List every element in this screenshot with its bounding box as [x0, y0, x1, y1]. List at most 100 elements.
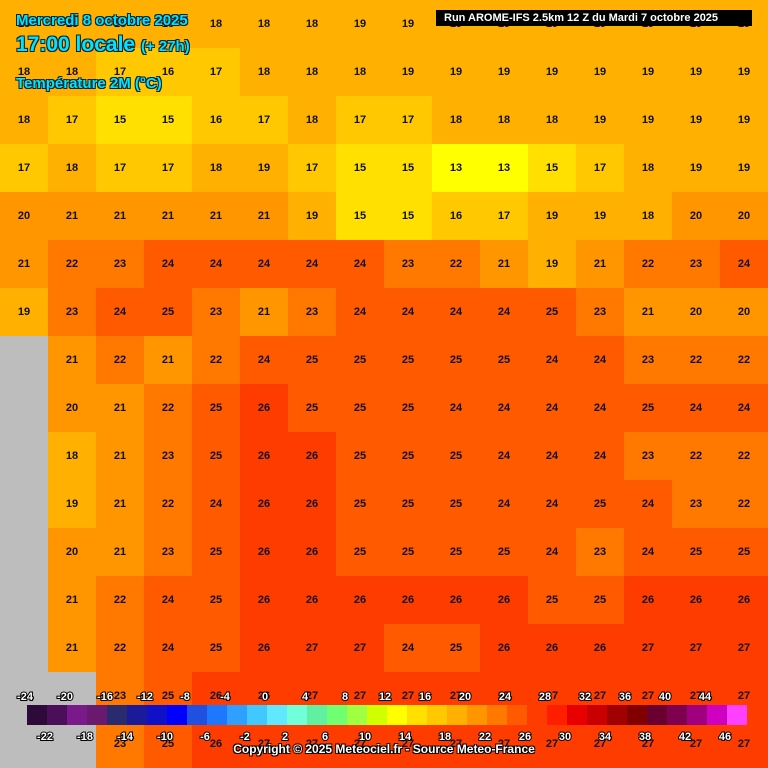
temperature-cell: [288, 624, 336, 672]
temperature-cell: [528, 624, 576, 672]
temperature-label: 24: [258, 258, 271, 270]
temperature-label: 27: [450, 690, 462, 702]
temperature-cell: [288, 480, 336, 528]
temperature-label: 22: [642, 258, 654, 270]
colorbar-label: -10: [157, 731, 173, 743]
temperature-label: 26: [498, 642, 510, 654]
date: Mercredi 8 octobre 2025: [16, 12, 188, 29]
colorbar-swatch: [187, 705, 207, 725]
temperature-label: 23: [114, 690, 126, 702]
temperature-label: 23: [402, 258, 414, 270]
temperature-cell: [144, 144, 192, 192]
colorbar-swatch: [427, 705, 447, 725]
temperature-label: 24: [498, 402, 511, 414]
temperature-label: 23: [66, 306, 78, 318]
colorbar-label: 36: [619, 691, 631, 703]
temperature-label: 24: [162, 594, 175, 606]
temperature-cell: [240, 720, 288, 768]
temperature-label: 24: [738, 258, 751, 270]
temperature-label: 26: [210, 690, 222, 702]
temperature-cell: [48, 0, 96, 48]
temperature-cell: [192, 240, 240, 288]
temperature-label: 24: [354, 306, 367, 318]
temperature-cell: [480, 336, 528, 384]
temperature-label: 19: [546, 210, 558, 222]
temperature-cell: [480, 240, 528, 288]
temperature-label: 21: [114, 450, 126, 462]
temperature-cell: [384, 528, 432, 576]
temperature-cell: [480, 624, 528, 672]
temperature-cell: [720, 240, 768, 288]
temperature-label: 26: [306, 594, 318, 606]
temperature-cell: [576, 624, 624, 672]
colorbar-swatch: [707, 705, 727, 725]
temperature-label: 22: [690, 354, 702, 366]
temperature-cell: [528, 576, 576, 624]
temperature-cell: [240, 240, 288, 288]
temperature-cell: [288, 192, 336, 240]
temperature-cell: [672, 720, 720, 768]
temperature-label: 25: [402, 450, 414, 462]
temperature-label: 23: [690, 258, 702, 270]
temperature-cell: [624, 720, 672, 768]
temperature-cell: [528, 240, 576, 288]
temperature-label: 13: [498, 162, 510, 174]
colorbar-swatch: [667, 705, 687, 725]
colorbar-label: 38: [639, 731, 651, 743]
temperature-label: 25: [354, 402, 366, 414]
temperature-cell: [432, 240, 480, 288]
temperature-label: 21: [258, 210, 270, 222]
temperature-label: 23: [114, 258, 126, 270]
temperature-label: 27: [354, 690, 366, 702]
colorbar-label: 8: [342, 691, 348, 703]
temperature-label: 23: [210, 306, 222, 318]
temperature-cell: [144, 384, 192, 432]
temperature-label: 18: [354, 66, 366, 78]
temperature-label: 17: [402, 114, 414, 126]
temperature-cell: [240, 48, 288, 96]
temperature-label: 18: [66, 162, 78, 174]
temperature-cell: [384, 624, 432, 672]
colorbar-label: 24: [499, 691, 512, 703]
temperature-label: 19: [642, 114, 654, 126]
temperature-label: 25: [690, 546, 702, 558]
temperature-label: 26: [258, 498, 270, 510]
temperature-cell: [672, 480, 720, 528]
colorbar-swatch: [587, 705, 607, 725]
temperature-label: 27: [450, 738, 462, 750]
temperature-label: 21: [66, 354, 78, 366]
temperature-cell: [528, 288, 576, 336]
temperature-cell: [576, 528, 624, 576]
temperature-label: 17: [114, 162, 126, 174]
temperature-cell: [432, 336, 480, 384]
temperature-cell: [432, 432, 480, 480]
temperature-cell: [672, 96, 720, 144]
colorbar-label: 44: [699, 691, 712, 703]
temperature-cell: [336, 240, 384, 288]
temperature-label: 19: [258, 162, 270, 174]
temperature-cell: [720, 528, 768, 576]
colorbar-swatch: [47, 705, 67, 725]
temperature-cell: [672, 48, 720, 96]
temperature-cell: [384, 432, 432, 480]
temperature-cell: [528, 480, 576, 528]
colorbar-label: 40: [659, 691, 671, 703]
temperature-label: 27: [498, 738, 510, 750]
colorbar-swatch: [547, 705, 567, 725]
temperature-label: 27: [594, 690, 606, 702]
temperature-label: 15: [114, 114, 126, 126]
temperature-cell: [480, 192, 528, 240]
temperature-label: 27: [306, 690, 318, 702]
temperature-cell: [432, 720, 480, 768]
temperature-label: 17: [258, 114, 270, 126]
temperature-cell: [576, 336, 624, 384]
temperature-label: 27: [594, 738, 606, 750]
temperature-cell: [384, 0, 432, 48]
temperature-label: 27: [690, 738, 702, 750]
temperature-cell: [48, 336, 96, 384]
temperature-cell: [672, 240, 720, 288]
temperature-label: 21: [66, 594, 78, 606]
temperature-label: 18: [66, 18, 78, 30]
temperature-cell: [192, 624, 240, 672]
temperature-label: 26: [546, 642, 558, 654]
